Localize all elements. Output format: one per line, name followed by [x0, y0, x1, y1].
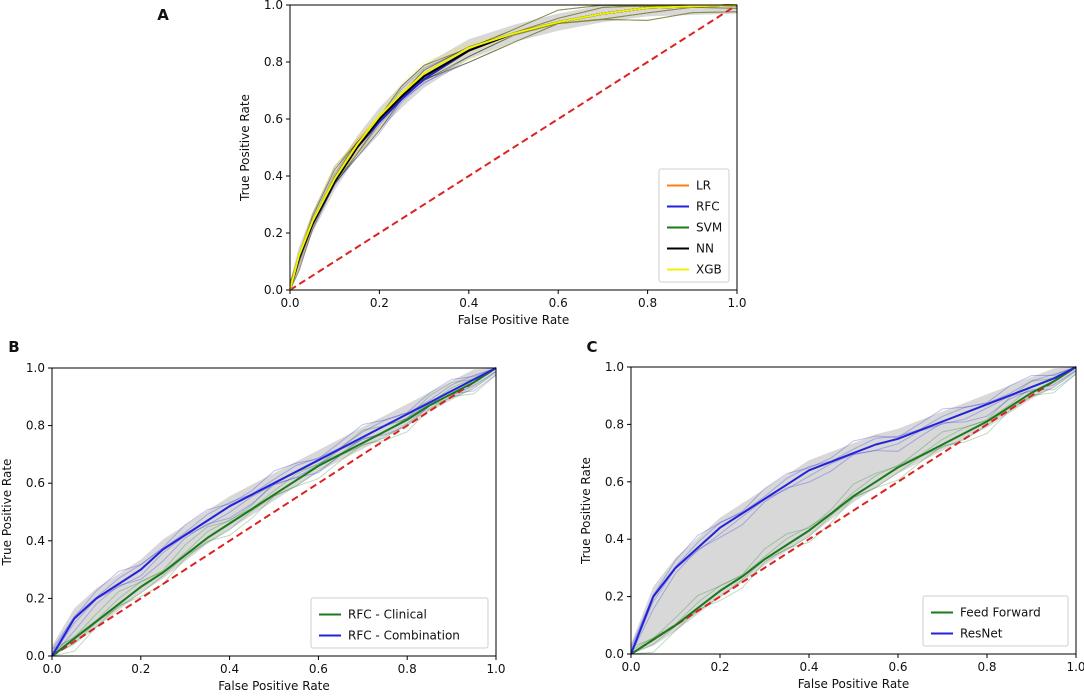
x-tick-label: 1.0: [486, 662, 505, 676]
y-tick-label: 0.4: [26, 534, 45, 548]
x-tick-label: 0.2: [710, 660, 729, 674]
x-tick-label: 0.0: [280, 296, 299, 310]
fold-curve: [630, 369, 1077, 655]
plot-frame: [630, 366, 1077, 655]
y-tick-label: 0.2: [26, 591, 45, 605]
y-axis-label: True Positive Rate: [0, 459, 14, 567]
x-tick-label: 0.8: [638, 296, 657, 310]
legend-entry: NN: [696, 242, 714, 256]
series-line-rfc-combination: [51, 367, 497, 657]
fold-curve: [51, 374, 497, 657]
legend-entry: RFC - Combination: [348, 629, 460, 643]
chance-diagonal-line: [51, 367, 497, 657]
y-tick-label: 0.4: [605, 532, 624, 546]
panel-b-chart: 0.0 0.2 0.4 0.6 0.8 1.0 0.0 0.2 0.4 0.6 0.8 1.0 Fals…: [0, 361, 506, 693]
series-line-feed-forward: [630, 366, 1077, 655]
x-tick-label: 0.8: [398, 662, 417, 676]
plot-frame: [289, 4, 738, 291]
fold-curve: [51, 367, 497, 653]
y-tick-label: 0.4: [264, 169, 283, 183]
svg-text:B: B: [8, 338, 19, 356]
svg-text:A: A: [157, 6, 169, 24]
y-tick-label: 0.2: [605, 590, 624, 604]
panel-a-chart: 0.0 0.2 0.4 0.6 0.8 1.0 0.0 0.2 0.4 0.6 0.8 1.0 Fals…: [238, 0, 747, 327]
plot-frame: [51, 367, 497, 657]
x-tick-label: 0.2: [370, 296, 389, 310]
y-tick-label: 0.0: [26, 649, 45, 663]
fold-curve: [51, 367, 497, 650]
y-tick-label: 0.6: [264, 112, 283, 126]
legend-entry: RFC: [696, 200, 720, 214]
legend-entry: RFC - Clinical: [348, 608, 427, 622]
chance-diagonal-line: [289, 4, 738, 291]
y-tick-label: 0.0: [605, 647, 624, 661]
fold-curve: [289, 4, 737, 284]
legend-entry: LR: [696, 179, 711, 193]
fold-curve: [630, 366, 1077, 651]
x-axis-label: False Positive Rate: [218, 679, 330, 693]
x-tick-label: 0.4: [220, 662, 239, 676]
series-line-rfc-clinical: [51, 367, 497, 657]
fold-curve: [289, 4, 738, 287]
y-tick-label: 0.8: [26, 419, 45, 433]
fold-curve: [51, 367, 497, 653]
x-tick-label: 0.6: [549, 296, 568, 310]
y-tick-label: 0.0: [264, 283, 283, 297]
y-tick-label: 0.6: [26, 476, 45, 490]
panel-c-chart: 0.0 0.2 0.4 0.6 0.8 1.0 0.0 0.2 0.4 0.6 0.8 1.0 Fals…: [579, 360, 1084, 691]
legend-entry: Feed Forward: [960, 606, 1041, 620]
fold-curve: [289, 4, 737, 284]
x-axis-label: False Positive Rate: [798, 677, 910, 691]
fold-curve: [289, 4, 737, 284]
legend-entry: SVM: [696, 221, 722, 235]
y-tick-label: 1.0: [264, 0, 283, 12]
x-tick-label: 0.6: [309, 662, 328, 676]
x-tick-label: 0.2: [131, 662, 150, 676]
y-tick-label: 1.0: [605, 360, 624, 374]
series-line-resnet: [630, 366, 1077, 655]
fold-curve: [630, 366, 1077, 648]
fold-curve: [630, 366, 1077, 648]
fold-curve: [289, 11, 738, 291]
y-tick-label: 0.2: [264, 226, 283, 240]
fold-curve: [630, 373, 1077, 655]
fold-curve: [289, 4, 738, 287]
fold-curve: [51, 371, 497, 657]
legend-box: [922, 595, 1069, 647]
chance-diagonal-line: [630, 366, 1077, 655]
fold-curve: [51, 371, 497, 657]
x-tick-label: 0.8: [977, 660, 996, 674]
x-axis-label: False Positive Rate: [458, 313, 570, 327]
fold-curve: [289, 4, 737, 284]
legend-entry: XGB: [696, 263, 722, 277]
fold-curve: [289, 4, 738, 287]
x-tick-label: 1.0: [1066, 660, 1084, 674]
svg-text:C: C: [586, 338, 597, 356]
x-tick-label: 1.0: [727, 296, 746, 310]
legend-entry: ResNet: [960, 627, 1003, 641]
fold-curve: [289, 4, 737, 284]
y-tick-label: 0.8: [264, 55, 283, 69]
fold-curve: [630, 366, 1077, 652]
x-tick-label: 0.0: [621, 660, 640, 674]
y-tick-label: 0.6: [605, 475, 624, 489]
series-line-xgb: [289, 4, 738, 291]
y-axis-label: True Positive Rate: [579, 457, 593, 565]
y-tick-label: 0.8: [605, 417, 624, 431]
x-tick-label: 0.4: [799, 660, 818, 674]
y-axis-label: True Positive Rate: [238, 94, 252, 202]
x-tick-label: 0.6: [888, 660, 907, 674]
y-tick-label: 1.0: [26, 361, 45, 375]
legend-box: [658, 168, 730, 283]
x-tick-label: 0.0: [42, 662, 61, 676]
x-tick-label: 0.4: [459, 296, 478, 310]
legend-box: [310, 597, 489, 649]
